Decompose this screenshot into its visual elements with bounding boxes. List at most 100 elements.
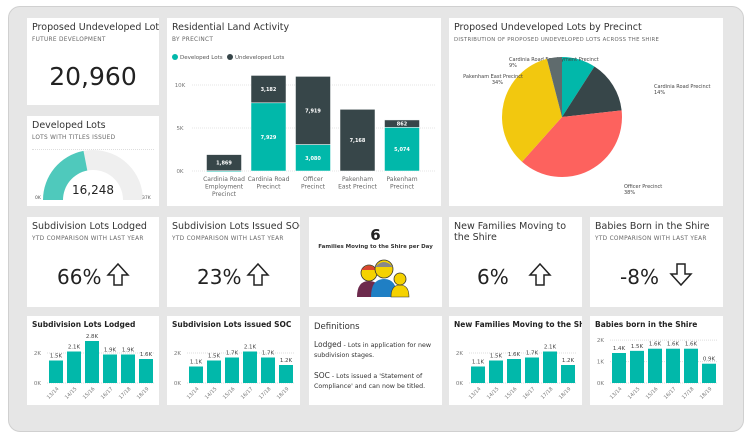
x-tick-label: 15/16 <box>504 386 518 400</box>
y-tick-label: 2K <box>456 351 463 357</box>
kpi-value: -8% <box>620 265 659 289</box>
families-value: 6 <box>370 226 381 244</box>
y-tick-label: 0K <box>34 381 41 387</box>
pie-slice <box>521 110 622 178</box>
mini-chart-lots-lodged[interactable]: Subdivision Lots Lodged 0K 2K 1.5K 13/14 2.1K… <box>27 316 159 405</box>
bar-segment <box>250 102 287 172</box>
bar-segment <box>384 127 420 172</box>
legend-label: Undeveloped Lots <box>235 55 285 61</box>
data-label: 1.5K <box>490 354 503 360</box>
bar-chart: 0K 1K 2K 1.4K 13/14 1.5K 14/15 1.6K 15/16 1.6K 16/… <box>597 338 718 401</box>
data-label: 1.1K <box>190 360 203 366</box>
slice-percent: 38% <box>624 190 635 196</box>
definitions-title: Definitions <box>314 322 360 332</box>
kpi-lots-soc[interactable]: Subdivision Lots Issued SOC YTD COMPARIS… <box>167 217 300 307</box>
data-label: 1.7K <box>526 351 539 357</box>
y-tick-label: 0K <box>456 381 463 387</box>
data-label: 1.1K <box>472 360 485 366</box>
x-tick-label: Cardinia Road Precinct <box>248 176 290 191</box>
data-label: 1.4K <box>613 346 626 352</box>
x-tick-label: 13/14 <box>46 386 60 400</box>
pie-slice <box>546 57 562 117</box>
developed-lots-gauge-card[interactable]: Developed Lots LOTS WITH TITLES ISSUED 1… <box>27 116 159 206</box>
families-per-day-card[interactable]: 6 Families Moving to the Shire per Day <box>309 217 442 307</box>
bar <box>648 348 662 383</box>
gauge-value: 16,248 <box>72 183 114 197</box>
y-tick-label: 0K <box>597 381 604 387</box>
kpi-value: 6% <box>477 265 509 289</box>
kpi-value: 66% <box>57 265 102 289</box>
x-tick-label: 18/19 <box>276 386 290 400</box>
card-subtitle: LOTS WITH TITLES ISSUED <box>32 135 116 141</box>
kpi-title: Subdivision Lots Lodged <box>32 221 147 232</box>
slice-percent: 14% <box>654 90 665 96</box>
legend-marker <box>227 54 233 60</box>
kpi-subtitle: YTD COMPARISON WITH LAST YEAR <box>32 236 144 242</box>
legend-label: Developed Lots <box>180 55 223 61</box>
bar <box>684 348 698 383</box>
bar <box>207 360 221 383</box>
arrow-up-icon <box>246 262 270 286</box>
data-label: 1.9K <box>104 348 117 354</box>
stacked-bar-chart: Developed Lots Undeveloped Lots 0K 5K 10K 1,8… <box>172 54 435 198</box>
bar <box>139 359 153 383</box>
card-subtitle: FUTURE DEVELOPMENT <box>32 37 106 43</box>
gauge-max: 37K <box>142 196 151 201</box>
data-label: 1.6K <box>140 352 153 358</box>
pie-chart: Cardinia Road Employment Precinct9%Cardi… <box>463 57 710 196</box>
kpi-lots-lodged[interactable]: Subdivision Lots Lodged YTD COMPARISON W… <box>27 217 159 307</box>
bar-segment <box>295 144 331 172</box>
kpi-title: Subdivision Lots Issued SOC <box>172 221 300 232</box>
arrow-up-icon <box>528 262 552 286</box>
kpi-subtitle: YTD COMPARISON WITH LAST YEAR <box>595 236 707 242</box>
definitions-card: Definitions Lodged - Lots in application… <box>309 316 442 405</box>
data-label: 1.7K <box>226 351 239 357</box>
bar-label: 7,168 <box>350 138 366 144</box>
bar <box>225 357 239 383</box>
card-subtitle: DISTRIBUTION OF PROPOSED UNDEVELOPED LOT… <box>454 37 660 43</box>
bar <box>666 348 680 383</box>
bar <box>471 366 485 383</box>
mini-chart-babies-born[interactable]: Babies born in the Shire 0K 1K 2K 1.4K 13/14 1… <box>590 316 723 405</box>
mini-chart-new-families[interactable]: New Families Moving to the Shire 0K 2K 1.1K… <box>449 316 582 405</box>
x-tick-label: 13/14 <box>468 386 482 400</box>
bar-segment <box>206 154 242 171</box>
mini-chart-title: Subdivision Lots Lodged <box>32 320 136 329</box>
x-tick-label: 17/18 <box>681 386 695 400</box>
x-tick-label: 16/17 <box>663 386 677 400</box>
gauge-min: 0K <box>35 196 41 201</box>
bar <box>243 351 257 383</box>
data-label: 1.5K <box>208 354 221 360</box>
pie-chart-card[interactable]: Proposed Undeveloped Lots by Precinct DI… <box>449 18 723 206</box>
family-icon <box>357 259 410 298</box>
y-tick-label: 5K <box>176 126 183 132</box>
bar-label: 5,074 <box>394 147 410 153</box>
families-label: Families Moving to the Shire per Day <box>318 244 433 250</box>
y-tick-label: 2K <box>34 351 41 357</box>
x-tick-label: 16/17 <box>100 386 114 400</box>
definition-soc: SOC - Lots issued a 'Statement of Compli… <box>314 371 426 390</box>
kpi-babies-born[interactable]: Babies Born in the Shire YTD COMPARISON … <box>590 217 723 307</box>
kpi-new-families[interactable]: New Families Moving to the Shire 6% <box>449 217 582 307</box>
x-tick-label: 18/19 <box>699 386 713 400</box>
bar <box>189 366 203 383</box>
bar <box>67 351 81 383</box>
bar <box>543 351 557 383</box>
gauge-chart <box>43 150 143 200</box>
x-tick-label: 14/15 <box>486 386 500 400</box>
x-tick-label: 14/15 <box>627 386 641 400</box>
proposed-lots-card[interactable]: Proposed Undeveloped Lots FUTURE DEVELOP… <box>27 18 159 105</box>
bar <box>630 350 644 383</box>
mini-chart-lots-soc[interactable]: Subdivision Lots issued SOC 0K 2K 1.1K 13/14… <box>167 316 300 405</box>
slice-label: Cardinia Road Precinct <box>654 84 710 90</box>
data-label: 2.1K <box>544 345 557 351</box>
residential-land-activity-card[interactable]: Residential Land Activity BY PRECINCT De… <box>167 18 441 206</box>
x-tick-label: 14/15 <box>204 386 218 400</box>
data-label: 0.9K <box>703 357 716 363</box>
card-title: Developed Lots <box>32 120 106 131</box>
x-tick-label: Officer Precinct <box>301 176 326 191</box>
x-tick-label: 18/19 <box>136 386 150 400</box>
arrow-up-icon <box>106 262 130 286</box>
x-tick-label: 18/19 <box>558 386 572 400</box>
data-label: 1.2K <box>562 358 575 364</box>
